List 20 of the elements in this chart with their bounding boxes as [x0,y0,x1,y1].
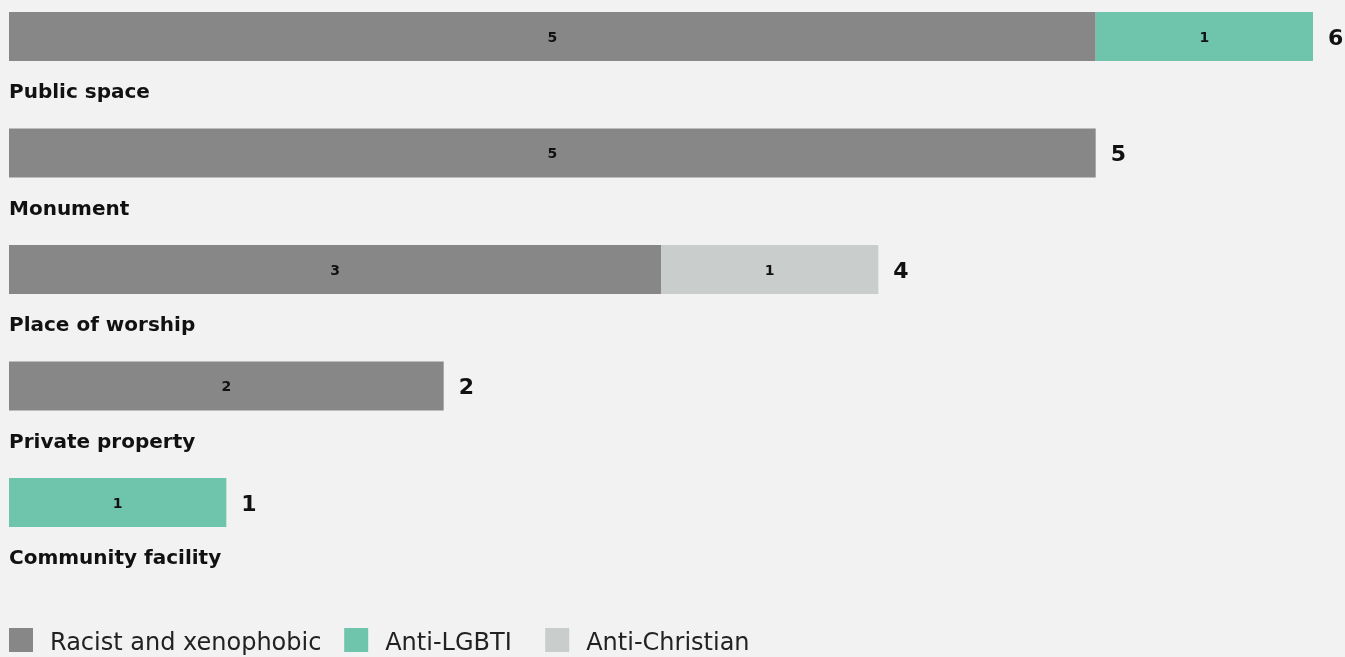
data-label: 5 [547,28,558,45]
y-tick-label: Community facility [9,545,222,569]
data-label: 2 [221,378,232,394]
legend-label: Racist and xenophobic [50,628,322,656]
y-tick-label: Monument [9,195,130,220]
total-label: 4 [893,257,909,283]
data-label: 3 [330,261,340,278]
total-label: 2 [458,374,474,399]
legend-label: Anti-Christian [586,628,750,656]
total-label: 5 [1110,141,1126,166]
data-label: 1 [112,494,123,511]
data-label: 1 [1199,28,1210,45]
y-tick-label: Place of worship [9,312,196,336]
y-tick-label: Private property [9,428,196,453]
data-label: 1 [764,261,775,278]
legend-label: Anti-LGBTI [385,628,512,656]
data-label: 5 [547,145,558,161]
total-label: 1 [241,490,257,516]
total-label: 6 [1328,24,1344,50]
y-tick-label: Public space [9,79,150,103]
